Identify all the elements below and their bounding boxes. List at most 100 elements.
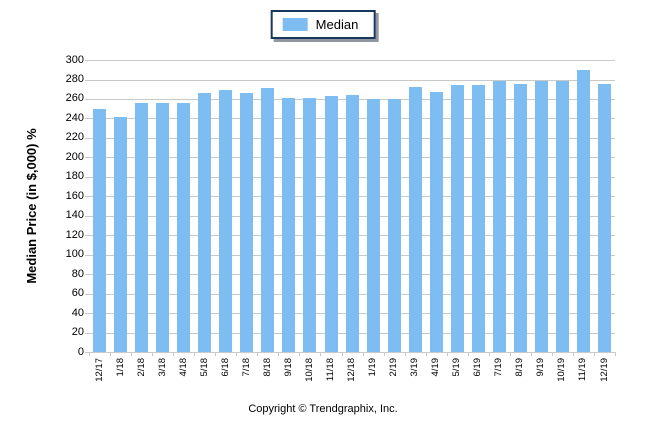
x-axis-tick xyxy=(341,352,343,356)
x-tick-label: 1/18 xyxy=(114,358,126,377)
x-tick-label: 8/18 xyxy=(261,358,273,377)
y-tick-label: 240 xyxy=(65,111,84,124)
bar xyxy=(534,81,548,352)
y-tick-label: 180 xyxy=(65,170,84,183)
x-axis-tick xyxy=(572,352,574,356)
x-axis-tick xyxy=(110,352,111,356)
legend: Median xyxy=(270,10,376,39)
bar xyxy=(198,93,212,352)
x-axis-tick xyxy=(551,352,553,356)
x-tick-label: 10/18 xyxy=(303,358,315,382)
x-axis-tick xyxy=(215,352,217,356)
x-axis-tick xyxy=(509,352,511,356)
gridline xyxy=(89,79,615,81)
x-tick-label: 4/19 xyxy=(430,358,442,377)
x-tick-label: 8/19 xyxy=(514,358,526,377)
y-tick-label: 20 xyxy=(71,326,84,338)
bar xyxy=(219,90,233,352)
bar xyxy=(576,69,590,352)
y-axis-tick xyxy=(85,215,89,217)
bar xyxy=(345,95,359,352)
y-tick-label: 300 xyxy=(65,53,84,66)
y-tick-label: 220 xyxy=(65,131,84,144)
y-axis-tick xyxy=(85,60,89,61)
x-axis-tick xyxy=(488,352,490,356)
bar xyxy=(324,96,338,352)
y-tick-label: 140 xyxy=(65,209,84,222)
x-axis-tick xyxy=(131,352,133,356)
x-axis-tick xyxy=(362,352,364,356)
x-tick-label: 9/19 xyxy=(535,358,547,377)
y-axis-tick xyxy=(85,235,89,237)
x-axis-tick xyxy=(257,352,259,356)
bar xyxy=(303,98,317,352)
x-axis-tick xyxy=(89,352,90,356)
bar xyxy=(177,102,191,352)
gridline xyxy=(89,352,615,353)
bar xyxy=(598,84,611,352)
y-tick-label: 280 xyxy=(65,73,84,85)
x-tick-label: 11/18 xyxy=(325,358,336,382)
y-axis-tick xyxy=(85,176,89,178)
y-axis-tick xyxy=(85,293,89,295)
y-axis-tick xyxy=(85,313,89,315)
y-axis-tick xyxy=(85,274,89,276)
x-axis-tick xyxy=(404,352,406,356)
y-axis-tick xyxy=(85,137,89,139)
bar xyxy=(471,85,485,352)
y-tick-label: 120 xyxy=(65,228,84,241)
bar xyxy=(513,84,527,352)
chart-footer: Copyright © Trendgraphix, Inc. xyxy=(248,403,398,415)
x-axis-tick xyxy=(236,352,238,356)
bar xyxy=(93,108,106,352)
x-tick-label: 5/19 xyxy=(451,358,463,377)
x-tick-label: 6/18 xyxy=(219,358,231,377)
bar xyxy=(450,85,464,352)
x-axis-tick xyxy=(383,352,385,356)
bar xyxy=(156,102,170,352)
legend-swatch-median xyxy=(282,18,308,31)
bar xyxy=(429,92,443,352)
x-axis-tick xyxy=(299,352,301,356)
bar xyxy=(366,98,380,352)
x-axis-tick xyxy=(152,352,154,356)
x-axis-tick xyxy=(615,352,616,356)
bar xyxy=(387,98,401,352)
bar xyxy=(114,116,128,352)
y-axis-tick xyxy=(85,79,89,81)
y-tick-label: 0 xyxy=(77,345,84,358)
x-axis-tick xyxy=(530,352,532,356)
x-tick-label: 2/18 xyxy=(135,358,147,377)
x-axis-tick xyxy=(467,352,469,356)
x-tick-label: 1/19 xyxy=(367,358,378,377)
x-tick-label: 3/19 xyxy=(409,358,421,377)
y-tick-label: 260 xyxy=(65,92,84,105)
legend-label-median: Median xyxy=(315,17,359,32)
bar xyxy=(282,98,296,352)
bar xyxy=(261,88,275,352)
y-tick-label: 40 xyxy=(71,306,84,319)
y-axis-tick xyxy=(85,157,89,159)
x-tick-label: 7/19 xyxy=(493,358,505,377)
x-tick-label: 10/19 xyxy=(556,358,568,382)
x-axis-tick xyxy=(446,352,448,356)
x-axis-tick xyxy=(425,352,427,356)
bar xyxy=(240,93,254,352)
x-axis-tick xyxy=(194,352,196,356)
x-axis-tick xyxy=(594,352,595,356)
x-tick-label: 9/18 xyxy=(282,358,294,377)
x-tick-label: 12/18 xyxy=(346,358,357,382)
x-tick-label: 2/19 xyxy=(388,358,400,377)
y-axis-tick xyxy=(85,352,89,353)
x-tick-label: 4/18 xyxy=(177,358,189,377)
x-axis-tick xyxy=(278,352,280,356)
x-tick-label: 7/18 xyxy=(240,358,252,377)
y-tick-label: 80 xyxy=(71,267,84,280)
y-tick-label: 100 xyxy=(65,248,84,261)
bar xyxy=(135,102,149,352)
x-tick-label: 3/18 xyxy=(156,358,168,377)
x-tick-label: 12/19 xyxy=(598,358,610,382)
y-axis-tick xyxy=(85,332,89,334)
